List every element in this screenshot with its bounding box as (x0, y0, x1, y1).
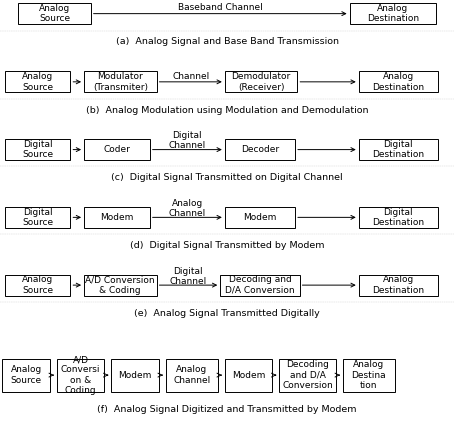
Text: Digital
Destination: Digital Destination (372, 140, 424, 159)
FancyBboxPatch shape (359, 71, 438, 92)
FancyBboxPatch shape (343, 359, 395, 392)
Text: Analog
Source: Analog Source (39, 4, 70, 23)
Text: Modem: Modem (232, 370, 265, 380)
FancyBboxPatch shape (166, 359, 218, 392)
Text: Analog
Channel: Analog Channel (168, 199, 206, 218)
FancyBboxPatch shape (111, 359, 159, 392)
Text: Analog
Destination: Analog Destination (372, 275, 424, 295)
Text: (d)  Digital Signal Transmitted by Modem: (d) Digital Signal Transmitted by Modem (130, 241, 324, 250)
Text: (e)  Analog Signal Transmitted Digitally: (e) Analog Signal Transmitted Digitally (134, 309, 320, 318)
FancyBboxPatch shape (18, 3, 91, 24)
FancyBboxPatch shape (359, 139, 438, 160)
FancyBboxPatch shape (84, 275, 157, 296)
FancyBboxPatch shape (5, 71, 70, 92)
FancyBboxPatch shape (225, 359, 272, 392)
Text: Analog
Destina
tion: Analog Destina tion (351, 360, 386, 390)
Text: Digital
Source: Digital Source (22, 208, 53, 227)
Text: (f)  Analog Signal Digitized and Transmitted by Modem: (f) Analog Signal Digitized and Transmit… (97, 405, 357, 414)
Text: Modem: Modem (243, 213, 276, 222)
FancyBboxPatch shape (5, 207, 70, 228)
FancyBboxPatch shape (225, 207, 295, 228)
Text: Modulator
(Transmiter): Modulator (Transmiter) (93, 72, 148, 92)
FancyBboxPatch shape (225, 139, 295, 160)
Text: Analog
Source: Analog Source (22, 275, 53, 295)
FancyBboxPatch shape (220, 275, 300, 296)
Text: A/D
Conversi
on &
Coding: A/D Conversi on & Coding (61, 355, 100, 395)
Text: Analog
Source: Analog Source (22, 72, 53, 92)
Text: Analog
Channel: Analog Channel (173, 365, 211, 385)
Text: Analog
Source: Analog Source (10, 365, 42, 385)
Text: Decoding
and D/A
Conversion: Decoding and D/A Conversion (282, 360, 333, 390)
Text: Baseband Channel: Baseband Channel (178, 4, 262, 12)
Text: Coder: Coder (104, 145, 130, 154)
Text: (a)  Analog Signal and Base Band Transmission: (a) Analog Signal and Base Band Transmis… (115, 37, 339, 46)
FancyBboxPatch shape (359, 275, 438, 296)
Text: (b)  Analog Modulation using Modulation and Demodulation: (b) Analog Modulation using Modulation a… (86, 106, 368, 114)
Text: Decoding and
D/A Conversion: Decoding and D/A Conversion (225, 275, 295, 295)
FancyBboxPatch shape (225, 71, 297, 92)
Text: Channel: Channel (172, 72, 209, 81)
FancyBboxPatch shape (279, 359, 336, 392)
FancyBboxPatch shape (5, 139, 70, 160)
FancyBboxPatch shape (350, 3, 436, 24)
FancyBboxPatch shape (57, 359, 104, 392)
Text: (c)  Digital Signal Transmitted on Digital Channel: (c) Digital Signal Transmitted on Digita… (111, 173, 343, 182)
FancyBboxPatch shape (5, 275, 70, 296)
FancyBboxPatch shape (84, 139, 150, 160)
FancyBboxPatch shape (84, 207, 150, 228)
Text: Decoder: Decoder (241, 145, 279, 154)
Text: Digital
Channel: Digital Channel (168, 131, 206, 150)
FancyBboxPatch shape (2, 359, 50, 392)
Text: Digital
Destination: Digital Destination (372, 208, 424, 227)
Text: Analog
Destination: Analog Destination (367, 4, 419, 23)
Text: A/D Conversion
& Coding: A/D Conversion & Coding (85, 275, 155, 295)
Text: Modem: Modem (118, 370, 152, 380)
FancyBboxPatch shape (84, 71, 157, 92)
FancyBboxPatch shape (359, 207, 438, 228)
Text: Digital
Source: Digital Source (22, 140, 53, 159)
Text: Digital
Channel: Digital Channel (170, 267, 207, 286)
Text: Modem: Modem (100, 213, 133, 222)
Text: Analog
Destination: Analog Destination (372, 72, 424, 92)
Text: Demodulator
(Receiver): Demodulator (Receiver) (232, 72, 291, 92)
